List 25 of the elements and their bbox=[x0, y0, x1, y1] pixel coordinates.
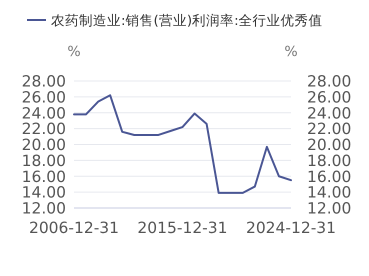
y2-tick-label: 16.00 bbox=[307, 168, 352, 186]
legend-label: 农药制造业:销售(营业)利润率:全行业优秀值 bbox=[51, 13, 323, 29]
y2-tick-label: 12.00 bbox=[307, 200, 352, 218]
y-tick-label: 24.00 bbox=[22, 104, 66, 122]
y-tick-label: 14.00 bbox=[22, 184, 66, 202]
y-tick-label: 12.00 bbox=[22, 200, 66, 218]
y2-axis-title: % bbox=[284, 44, 298, 60]
y2-tick-label: 20.00 bbox=[307, 136, 352, 154]
x-tick-label: 2006-12-31 bbox=[28, 219, 120, 237]
y-tick-label: 26.00 bbox=[22, 88, 66, 106]
line-series bbox=[73, 94, 292, 194]
y-tick-label: 28.00 bbox=[22, 72, 66, 90]
y-tick-label: 20.00 bbox=[22, 136, 66, 154]
y-axis-title: % bbox=[67, 44, 81, 60]
x-tick-label: 2015-12-31 bbox=[137, 219, 228, 237]
y-tick-label: 16.00 bbox=[22, 168, 66, 186]
y2-tick-label: 22.00 bbox=[307, 120, 352, 138]
y2-tick-label: 28.00 bbox=[307, 72, 352, 90]
x-tick-label: 2024-12-31 bbox=[246, 219, 336, 237]
y2-tick-label: 18.00 bbox=[307, 152, 352, 170]
y-tick-label: 18.00 bbox=[22, 152, 66, 170]
y2-tick-label: 26.00 bbox=[307, 88, 352, 106]
y-tick-label: 22.00 bbox=[22, 120, 66, 138]
y2-tick-label: 14.00 bbox=[307, 184, 352, 202]
y2-tick-label: 24.00 bbox=[307, 104, 352, 122]
